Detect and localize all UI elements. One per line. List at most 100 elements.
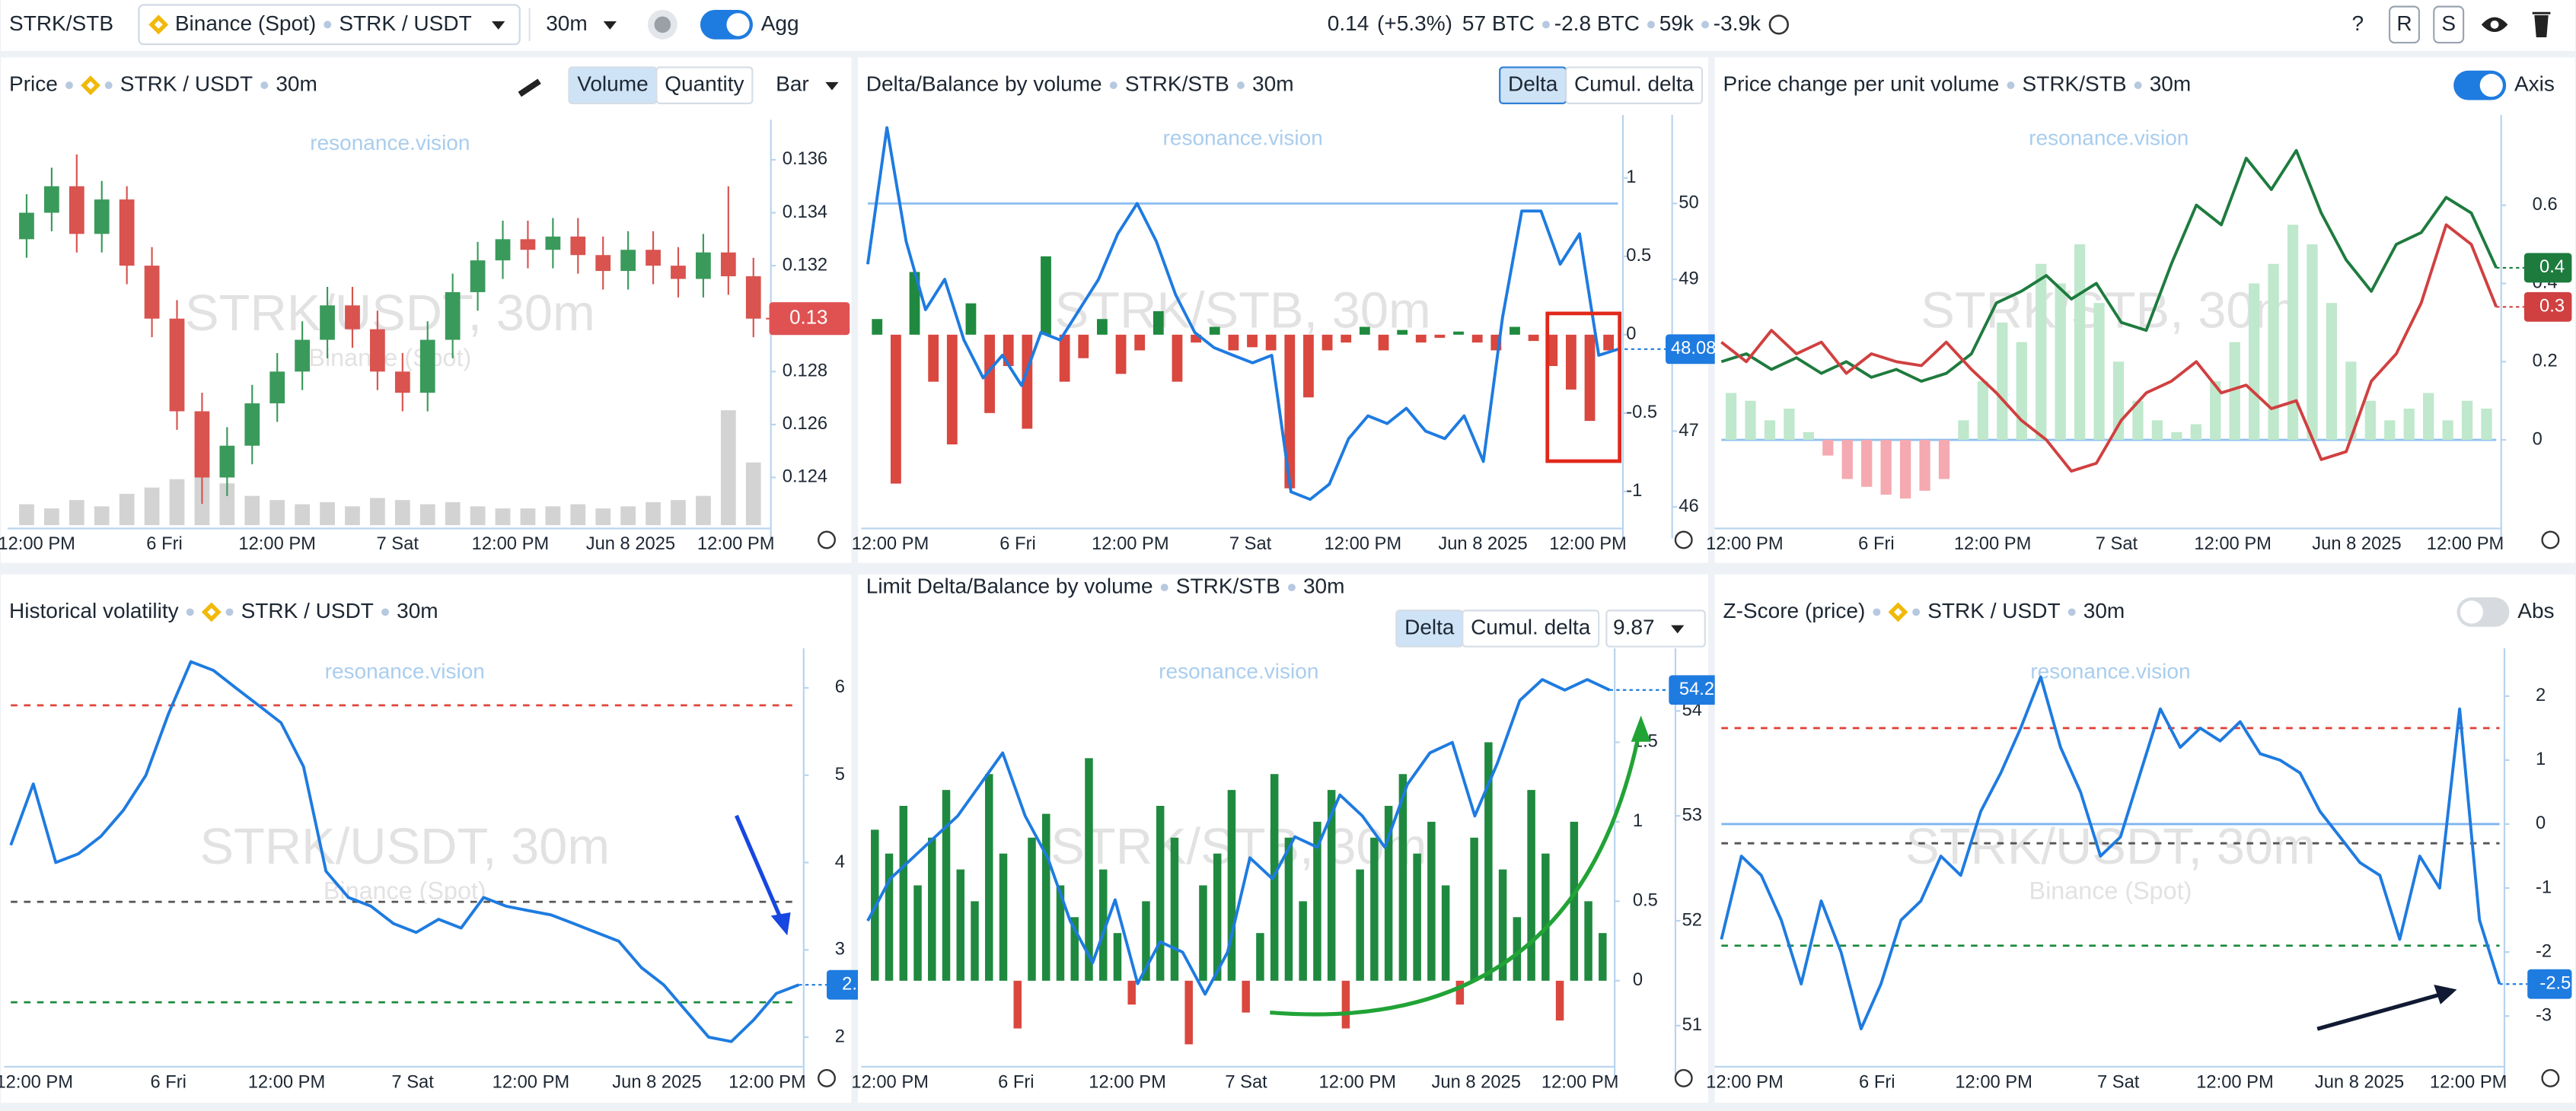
y-tick-label: -1 [1626,481,1642,501]
candle-body [620,250,636,272]
panel-tag: STRK / USDT [120,72,253,96]
delta-bar [1013,980,1022,1029]
dropdown[interactable]: 9.87 [1613,615,1655,638]
y-tick-label: -0.5 [1626,403,1657,422]
x-tick-label: 12:00 PM [1541,1073,1619,1093]
volume-bar [394,500,410,526]
watermark-main: STRK/STB, 30m [1050,818,1427,875]
separator-dot [2007,81,2015,90]
watermark-brand: resonance.vision [2030,660,2190,683]
y-tick-label: 0.124 [783,467,827,487]
delta-bar [1359,326,1370,335]
delta-bar [1041,256,1051,335]
panel-title: Z-Score (price) [1723,599,1865,622]
delta-bar [1498,869,1507,981]
delta-bar [1199,885,1207,981]
info-icon [818,530,836,549]
delta-bar [1172,334,1183,382]
button[interactable] [1565,66,1704,104]
delta-bar [1415,334,1427,343]
y-tick-label: 0 [2536,813,2546,833]
delta-bar [1541,853,1550,981]
x-tick-label: 12:00 PM [1549,534,1627,554]
volume-bar [345,506,360,526]
watermark-sub: Binance (Spot) [2029,877,2192,905]
watermark-main: STRK/USDT, 30m [199,818,610,875]
delta-bar [1228,334,1239,351]
delta-bar [2403,408,2415,441]
x-tick-label: 12:00 PM [1089,1073,1166,1093]
separator-dot [225,608,234,616]
y-tick-label: 0.132 [783,255,827,275]
x-tick-label: 12:00 PM [697,534,775,554]
y-tick-label: 1 [2536,750,2546,769]
volume-bar [545,506,561,526]
panel-title: Price change per unit volume [1723,72,1999,96]
delta-bar [2190,424,2201,441]
toggle-label: Axis [2514,72,2555,96]
info-icon [1674,530,1693,549]
exchange-icon [201,602,222,622]
x-tick-label: 12:00 PM [493,1073,570,1093]
toggle-knob [726,13,750,37]
trash-icon[interactable] [2532,11,2551,37]
tool-button[interactable] [2433,5,2465,44]
volume-bar [620,506,636,526]
candle-body [269,371,285,404]
delta-bar [928,334,939,382]
delta-bar [1441,885,1450,981]
button[interactable] [1462,610,1600,648]
delta-bar [1880,440,1892,495]
panel [1,574,852,1103]
delta-bar [2481,408,2492,441]
button-label: Delta [1404,615,1455,638]
tool-button[interactable] [2388,5,2420,44]
delta-bar [1527,790,1535,981]
candle-body [169,318,185,412]
x-tick-label: Jun 8 2025 [2315,1073,2404,1093]
delta-bar [1070,917,1079,981]
tool-button-label: S [2441,11,2456,35]
delta-bar [1397,329,1408,335]
delta-bar [1841,440,1853,479]
y-tick-label: 4 [835,852,845,872]
x-tick-label: 6 Fri [1859,1073,1895,1093]
ruler-icon[interactable] [518,78,541,97]
panel-tag: 30m [276,72,317,96]
series-line [1720,223,2498,473]
caret [1671,625,1685,634]
delta-bar [1142,901,1150,981]
volume-bar [445,501,461,526]
panel [857,57,1709,563]
delta-bar [1299,901,1307,981]
y-tick-label: 2 [835,1027,845,1046]
x-tick-label: Jun 8 2025 [586,534,675,554]
x-tick-label: 6 Fri [146,534,182,554]
delta-bar [1764,420,1776,441]
stat: -2.8 BTC [1554,11,1640,35]
button[interactable] [655,66,754,104]
x-tick-label: 12:00 PM [1325,534,1402,554]
volume-bar [646,501,661,526]
price-marker [769,302,850,336]
delta-bar [1570,821,1579,981]
delta-bar [1471,334,1483,343]
y-tick-label: 0.126 [783,414,827,434]
delta-bar [1056,885,1065,981]
panel-tag: STRK/STB [2023,72,2127,96]
delta-bar [2268,263,2279,441]
delta-bar [1341,334,1352,343]
volume-bar [419,504,435,526]
delta-bar [1822,440,1834,456]
x-tick-label: Jun 8 2025 [612,1073,701,1093]
help[interactable]: ? [2351,11,2364,35]
delta-bar [942,790,951,981]
dropdown-box[interactable] [1605,610,1706,648]
dropdown[interactable]: Bar [776,72,809,96]
volume-bar [69,500,84,526]
candle-body [345,305,360,329]
candle-body [69,186,84,234]
interval[interactable]: 30m [546,11,588,35]
delta-bar [2326,303,2338,441]
